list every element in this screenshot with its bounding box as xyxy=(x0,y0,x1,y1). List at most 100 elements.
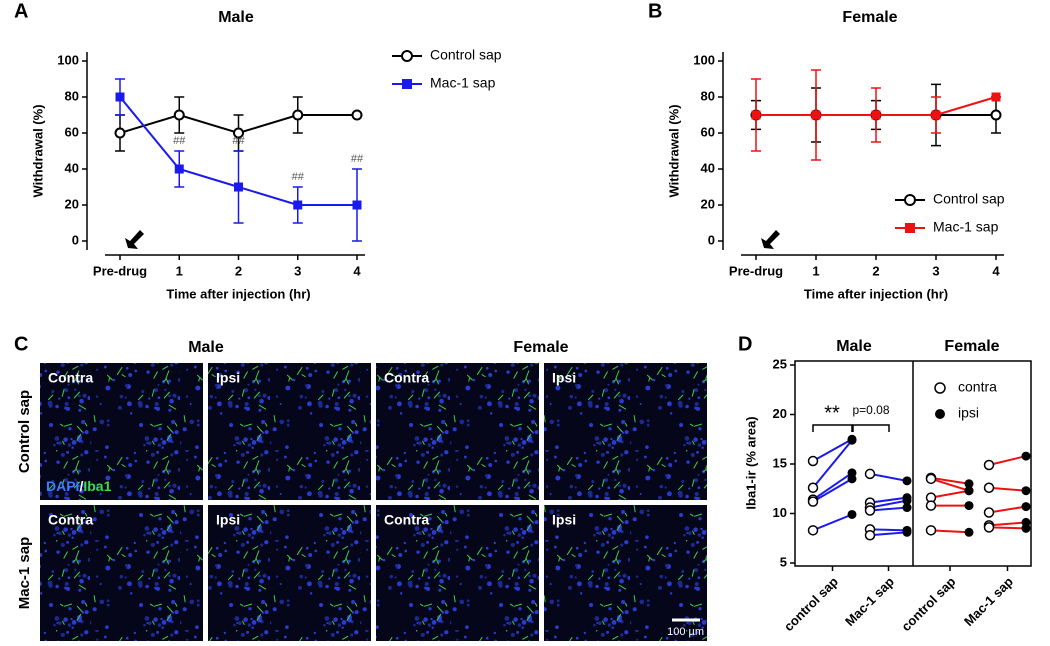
ipsi-point xyxy=(847,435,857,445)
image-label: Ipsi xyxy=(552,370,576,386)
marker xyxy=(292,109,304,121)
pair-line xyxy=(812,438,853,462)
y-tick-label: 0 xyxy=(708,232,715,247)
contra-point xyxy=(807,525,819,536)
contra-point xyxy=(925,500,937,511)
y-tick-label: 20 xyxy=(701,196,715,211)
contra-point xyxy=(983,522,995,533)
y-tick-label: 100 xyxy=(57,52,79,67)
stain-part: Iba1 xyxy=(83,478,111,494)
contra-point xyxy=(864,530,876,541)
contra-point xyxy=(983,482,995,494)
pair-line xyxy=(930,476,970,485)
ipsi-point xyxy=(964,486,974,496)
contra-point xyxy=(983,507,995,518)
x-tick-label: control sap xyxy=(781,574,841,634)
x-tick-label: 1 xyxy=(176,263,183,278)
x-tick-label: Pre-drug xyxy=(729,263,783,278)
x-axis-title: Time after injection (hr) xyxy=(804,286,948,301)
image-label: Contra xyxy=(384,512,429,528)
contra-point xyxy=(925,525,937,536)
pair-line xyxy=(869,499,908,509)
pair-line xyxy=(988,455,1027,466)
marker xyxy=(751,110,761,120)
pair-line xyxy=(930,477,970,492)
pair-line xyxy=(812,439,853,489)
y-tick-label: 20 xyxy=(773,406,787,421)
pair-line xyxy=(869,528,908,532)
significance: ## xyxy=(173,135,186,147)
scale-bar-label: 100 µm xyxy=(667,626,704,638)
marker xyxy=(233,127,244,139)
image-label: Ipsi xyxy=(552,512,576,528)
y-tick-label: 10 xyxy=(773,505,787,520)
contra-point xyxy=(925,473,937,485)
x-tick-label: 4 xyxy=(992,263,1000,278)
micrograph xyxy=(544,505,707,641)
x-tick-label: 2 xyxy=(872,263,879,278)
chart-title: Female xyxy=(842,9,897,26)
ipsi-point xyxy=(847,474,857,484)
marker xyxy=(234,182,243,192)
y-tick-label: 25 xyxy=(773,356,787,371)
marker xyxy=(991,92,1001,102)
x-tick-label: 2 xyxy=(235,263,242,278)
y-tick-label: 20 xyxy=(65,196,79,211)
micrograph xyxy=(208,363,371,500)
contra-point xyxy=(864,468,876,480)
row-title: Mac-1 sap xyxy=(16,537,33,610)
section-title: Female xyxy=(944,338,999,355)
y-axis-title: Withdrawal (%) xyxy=(666,104,681,197)
image-label: Ipsi xyxy=(216,370,240,386)
y-tick-label: 80 xyxy=(65,88,79,103)
legend-marker xyxy=(402,79,412,89)
y-tick-label: 100 xyxy=(693,52,715,67)
x-tick-label: control sap xyxy=(898,574,958,634)
panel-label: C xyxy=(14,333,28,355)
x-tick-label: 3 xyxy=(294,263,301,278)
x-tick-label: Mac-1 sap xyxy=(842,574,897,629)
marker xyxy=(871,110,881,120)
bracket xyxy=(852,424,890,432)
y-tick-label: 60 xyxy=(65,124,79,139)
x-tick-label: Pre-drug xyxy=(93,263,147,278)
panel-label: D xyxy=(738,333,752,355)
ipsi-point xyxy=(902,503,912,513)
pair-line xyxy=(812,513,853,532)
pair-line xyxy=(869,506,908,512)
x-tick-label: 4 xyxy=(353,263,361,278)
marker xyxy=(173,109,185,121)
marker xyxy=(811,110,821,120)
x-axis-title: Time after injection (hr) xyxy=(166,286,310,301)
pair-line xyxy=(930,489,970,499)
significance: ## xyxy=(292,171,305,183)
pair-line xyxy=(930,529,970,534)
stain-label: DAPI/Iba1 xyxy=(46,478,112,494)
pair-line xyxy=(812,472,853,501)
pair-line xyxy=(988,521,1027,527)
contra-point xyxy=(807,496,819,507)
bracket xyxy=(812,424,853,432)
significance: ## xyxy=(232,135,245,147)
marker xyxy=(352,200,362,210)
ipsi-point xyxy=(902,496,912,506)
pair-line xyxy=(812,477,853,503)
stain-part: DAPI xyxy=(46,478,79,494)
y-tick-label: 60 xyxy=(701,124,715,139)
contra-point xyxy=(983,459,995,471)
legend-label: Mac-1 sap xyxy=(933,219,999,235)
ipsi-point xyxy=(964,527,974,537)
pair-line xyxy=(988,526,1027,530)
legend-label: contra xyxy=(958,379,997,395)
ipsi-point xyxy=(902,527,912,537)
ipsi-point xyxy=(964,479,974,489)
y-tick-label: 15 xyxy=(773,455,787,470)
significance: ## xyxy=(351,153,364,165)
image-label: Contra xyxy=(384,370,429,386)
y-tick-label: 0 xyxy=(72,232,79,247)
contra-point xyxy=(807,482,819,494)
ipsi-point xyxy=(1021,486,1031,496)
marker xyxy=(174,164,184,174)
y-tick-label: 80 xyxy=(701,88,715,103)
